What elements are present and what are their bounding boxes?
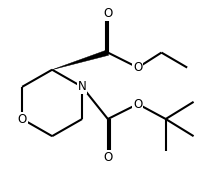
Text: O: O xyxy=(18,112,27,125)
Text: O: O xyxy=(103,151,112,164)
Text: O: O xyxy=(133,98,143,111)
Polygon shape xyxy=(52,50,109,70)
Text: O: O xyxy=(133,61,143,74)
Text: N: N xyxy=(78,80,86,93)
Text: O: O xyxy=(103,7,112,20)
